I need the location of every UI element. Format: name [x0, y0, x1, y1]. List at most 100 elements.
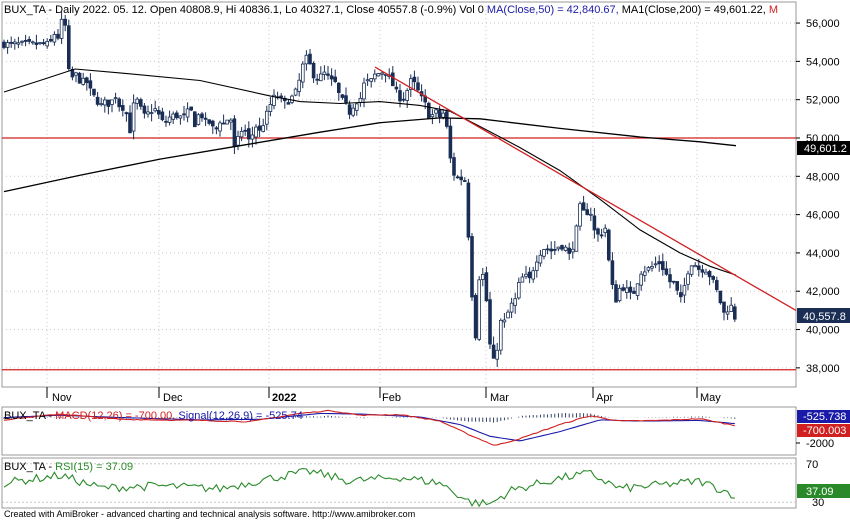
candle-body	[700, 269, 705, 273]
candle-body	[9, 41, 14, 44]
candle-body	[668, 274, 672, 283]
candle-body	[128, 112, 132, 134]
candle-body	[189, 106, 194, 111]
candle-body	[236, 136, 240, 146]
rsi-tag-text: 37.09	[806, 486, 834, 498]
candle-body	[473, 295, 478, 339]
candle-body	[542, 249, 546, 257]
candle-body	[261, 125, 265, 132]
candle-body	[178, 115, 183, 119]
x-tick-label: 2022	[272, 392, 296, 404]
candle-body	[711, 276, 715, 280]
candle-body	[225, 119, 230, 125]
candle-body	[221, 122, 226, 125]
candle-body	[383, 73, 388, 76]
candle-body	[603, 227, 607, 233]
x-tick-label: Mar	[490, 392, 509, 404]
candle-body	[607, 229, 611, 261]
candle-body	[697, 265, 701, 270]
candle-body	[470, 236, 474, 298]
candle-body	[380, 72, 384, 75]
candle-body	[506, 311, 510, 319]
header-info: - Daily 2022. 05. 12. Open 40808.9, Hi 4…	[45, 4, 487, 16]
candle-body	[207, 119, 212, 124]
candle-body	[589, 213, 593, 216]
candle-body	[614, 284, 618, 303]
candle-body	[2, 41, 6, 48]
candle-body	[596, 228, 600, 235]
candle-body	[358, 97, 363, 103]
candle-body	[254, 126, 258, 138]
candle-body	[689, 265, 694, 275]
candle-body	[174, 112, 179, 119]
signal-tag-text: -525.738	[803, 411, 846, 423]
candle-body	[477, 279, 481, 340]
y-tick-label: 52,000	[806, 95, 840, 107]
candle-body	[632, 290, 636, 294]
candle-body	[491, 344, 496, 359]
macd-value-tag: -700.003	[797, 424, 850, 437]
x-tick-label: Dec	[163, 392, 183, 404]
candle-body	[228, 119, 233, 123]
candle-body	[704, 271, 708, 275]
candle-body	[621, 287, 625, 291]
macd-header: BUX_TA - MACD(12,26) = -700.00, Signal(1…	[4, 410, 303, 422]
candle-body	[297, 79, 301, 92]
candle-body	[326, 73, 330, 76]
candle-body	[49, 38, 53, 42]
candle-body	[218, 122, 222, 132]
macd-header-value: MACD(12,26) = -700.00,	[55, 410, 175, 422]
candle-body	[351, 107, 355, 116]
candle-body	[232, 118, 237, 148]
candle-body	[210, 120, 215, 127]
candle-body	[495, 349, 499, 360]
candle-body	[434, 109, 438, 114]
candle-body	[498, 319, 503, 351]
candle-body	[556, 246, 561, 250]
candle-body	[239, 130, 244, 138]
candle-body	[5, 42, 10, 48]
candle-body	[99, 103, 104, 106]
candle-body	[524, 273, 528, 277]
candle-body	[88, 80, 93, 89]
rsi-header-ticker: BUX_TA	[4, 461, 47, 473]
candle-body	[203, 117, 208, 120]
candle-body	[243, 129, 248, 132]
rsi-header: BUX_TA - RSI(15) = 37.09	[4, 461, 133, 473]
candle-body	[643, 271, 647, 276]
candle-body	[146, 111, 150, 115]
candle-body	[110, 99, 114, 105]
candle-body	[448, 125, 453, 159]
candle-body	[412, 76, 417, 83]
x-tick-label: Apr	[596, 392, 613, 404]
candle-body	[250, 134, 255, 140]
candle-body	[455, 176, 460, 179]
candle-body	[311, 62, 316, 79]
candle-body	[513, 298, 517, 306]
candle-body	[85, 77, 89, 84]
candle-body	[20, 40, 24, 43]
y-tick-label: 48,000	[806, 171, 840, 183]
candle-body	[625, 287, 629, 293]
y-tick-label: 42,000	[806, 286, 840, 298]
candle-body	[707, 271, 712, 278]
candle-body	[121, 105, 125, 111]
candle-body	[347, 104, 352, 115]
candle-body	[646, 267, 651, 271]
candle-body	[682, 285, 687, 296]
ma50-line	[3, 68, 737, 276]
candle-body	[142, 105, 147, 114]
candle-body	[617, 287, 622, 302]
candle-body	[426, 102, 431, 119]
candle-body	[693, 265, 697, 268]
candle-body	[650, 265, 654, 269]
last-close-tag-text: 40,557.8	[803, 311, 846, 323]
rsi-header-value: RSI(15) = 37.09	[55, 461, 133, 473]
rsi-y-label-70: 70	[806, 459, 818, 471]
candle-body	[675, 281, 679, 291]
rsi-line	[3, 468, 735, 508]
price-y-axis-labels: 38,00040,00042,00044,00046,00048,00050,0…	[796, 18, 840, 375]
candle-body	[653, 263, 658, 266]
candle-body	[733, 306, 737, 320]
candle-body	[405, 90, 409, 101]
